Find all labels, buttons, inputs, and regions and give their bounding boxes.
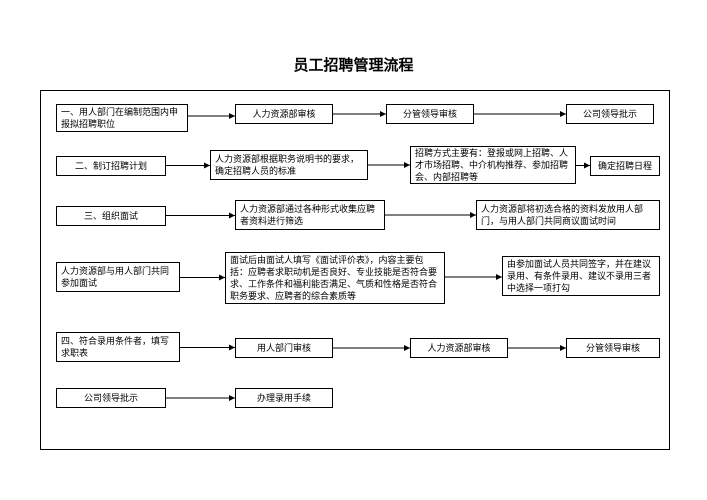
node-r5d: 分管领导审核: [566, 338, 660, 358]
node-r6a: 公司领导批示: [56, 388, 166, 408]
node-r1c: 分管领导审核: [386, 104, 474, 124]
node-r2b: 人力资源部根据职务说明书的要求，确定招聘人员的标准: [210, 150, 368, 180]
node-r2a: 二、制订招聘计划: [56, 156, 166, 176]
node-r4a: 人力资源部与用人部门共同参加面试: [56, 262, 180, 292]
node-r1a: 一、用人部门在编制范围内申报拟招聘职位: [56, 104, 188, 132]
node-r3c: 人力资源部将初选合格的资料发放用人部门，与用人部门共同商议面试时间: [476, 200, 660, 230]
node-r3a: 三、组织面试: [56, 206, 166, 226]
node-r5a: 四、符合录用条件者，填写求职表: [56, 332, 180, 362]
node-r4c: 由参加面试人员共同签字，并在建议录用、有条件录用、建议不录用三者中选择一项打勾: [502, 256, 660, 296]
node-r2c: 招聘方式主要有：登报或网上招聘、人才市场招聘、中介机构推荐、参加招聘会、内部招聘…: [410, 146, 576, 184]
node-r3b: 人力资源部通过各种形式收集应聘者资料进行筛选: [235, 200, 385, 230]
node-r1b: 人力资源部审核: [235, 104, 333, 124]
node-r5b: 用人部门审核: [235, 338, 333, 358]
node-r5c: 人力资源部审核: [410, 338, 508, 358]
diagram-title: 员工招聘管理流程: [0, 54, 707, 75]
page: 员工招聘管理流程 一、用人部门在编制范围内申报拟招聘职位人力资源部审核分管领导审…: [0, 0, 707, 500]
node-r4b: 面试后由面试人填写《面试评价表》，内容主要包括：应聘者求职动机是否良好、专业技能…: [225, 252, 445, 304]
node-r2d: 确定招聘日程: [590, 156, 660, 176]
node-r1d: 公司领导批示: [566, 104, 654, 124]
node-r6b: 办理录用手续: [235, 388, 333, 408]
